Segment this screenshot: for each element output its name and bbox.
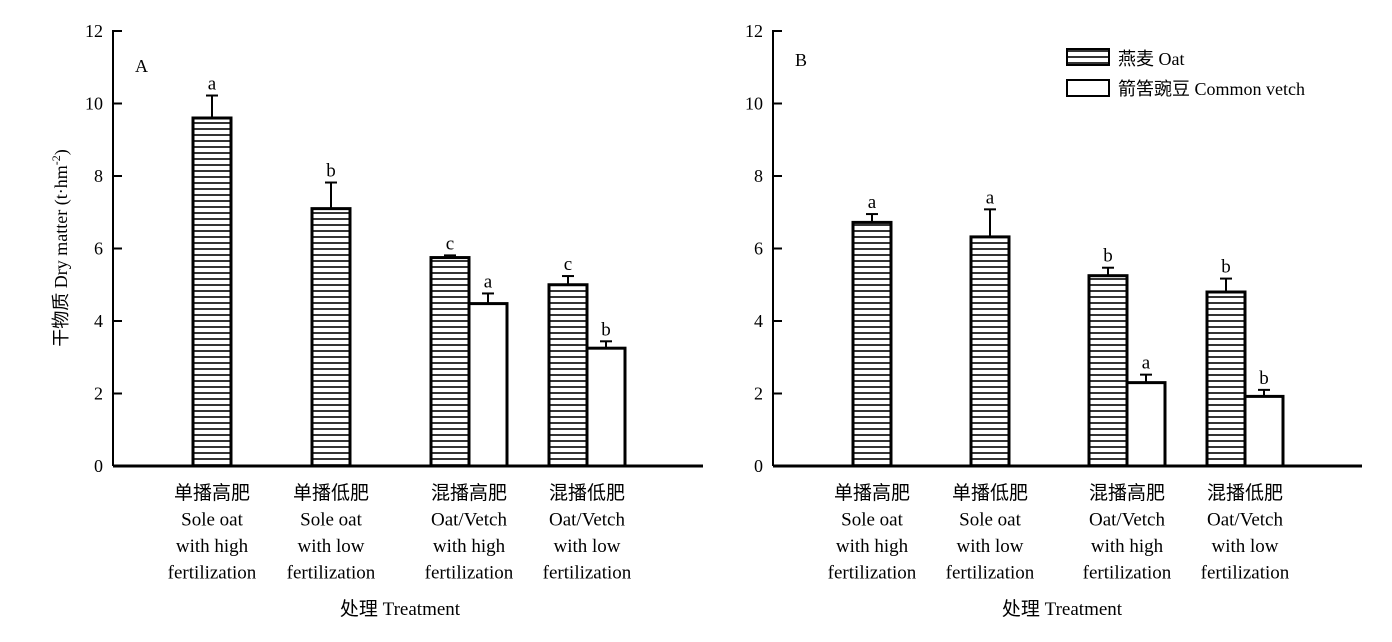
category-label-line: Oat/Vetch	[549, 510, 625, 531]
y-tick-label: 4	[754, 311, 763, 331]
category-label-line: 单播高肥	[834, 482, 910, 504]
y-axis-label-text: 干物质 Dry matter (t·hm	[51, 165, 72, 346]
category-label: 单播低肥 Sole oat with low fertilization	[946, 482, 1035, 584]
category-label-line: fertilization	[543, 563, 632, 584]
y-axis-label: 干物质 Dry matter (t·hm-2)	[49, 149, 72, 346]
legend-label-oat: 燕麦 Oat	[1118, 49, 1185, 69]
significance-letter: b	[1103, 246, 1113, 267]
category-label-line: fertilization	[287, 563, 376, 584]
legend-swatch-vetch	[1066, 79, 1110, 97]
bar-oat	[429, 256, 471, 468]
category-label-line: with low	[553, 536, 620, 557]
y-tick-label: 12	[85, 21, 103, 41]
category-label: 混播低肥 Oat/Vetch with low fertilization	[1201, 482, 1290, 584]
category-label-line: 混播高肥	[431, 482, 507, 504]
category-label-line: with low	[956, 536, 1023, 557]
bar-oat	[1087, 274, 1129, 468]
category-label-line: 混播高肥	[1089, 482, 1165, 504]
category-label-line: with high	[433, 536, 506, 557]
y-tick-label: 2	[754, 384, 763, 404]
y-tick-label: 6	[94, 239, 103, 259]
significance-letter: b	[1221, 257, 1231, 278]
category-label-line: fertilization	[1083, 563, 1172, 584]
significance-letter: a	[986, 187, 995, 208]
significance-letter: b	[1259, 368, 1269, 389]
category-label-line: 单播高肥	[174, 482, 250, 504]
category-label-line: with low	[297, 536, 364, 557]
y-tick-label: 10	[85, 94, 103, 114]
category-label-line: fertilization	[828, 563, 917, 584]
y-tick-label: 10	[745, 94, 763, 114]
significance-letter: a	[208, 74, 217, 95]
category-label-line: 单播低肥	[952, 482, 1028, 504]
significance-letter: a	[1142, 353, 1151, 374]
category-label-line: 单播低肥	[293, 482, 369, 504]
bar-oat	[310, 207, 352, 468]
category-label-line: with low	[1211, 536, 1278, 557]
y-tick-label: 0	[754, 456, 763, 476]
category-label-line: Sole oat	[300, 510, 362, 531]
bar-vetch	[1125, 381, 1167, 468]
y-tick-label: 0	[94, 456, 103, 476]
significance-letter: a	[484, 271, 493, 292]
y-tick-label: 8	[94, 166, 103, 186]
category-label-line: Sole oat	[959, 510, 1021, 531]
y-tick-label: 2	[94, 384, 103, 404]
category-label-line: Oat/Vetch	[431, 510, 507, 531]
category-label-line: 混播低肥	[1207, 482, 1283, 504]
bar-vetch	[467, 302, 509, 468]
category-label-line: Sole oat	[841, 510, 903, 531]
panel-label: A	[135, 56, 148, 76]
bar-oat	[1205, 290, 1247, 468]
category-label-line: fertilization	[946, 563, 1035, 584]
y-axis-label-tail: )	[51, 149, 72, 155]
significance-letter: c	[446, 233, 454, 254]
category-label-line: with high	[836, 536, 909, 557]
y-tick-label: 8	[754, 166, 763, 186]
bar-vetch	[585, 346, 627, 468]
category-label-line: Sole oat	[181, 510, 243, 531]
category-label-line: fertilization	[425, 563, 514, 584]
panel-label: B	[795, 50, 807, 70]
category-label-line: 混播低肥	[549, 482, 625, 504]
y-tick-label: 4	[94, 311, 103, 331]
category-label-line: with high	[1091, 536, 1164, 557]
y-axis-label-sup: -2	[49, 155, 63, 165]
significance-letter: b	[326, 161, 336, 182]
panel-b: B 处理 Treatment 燕麦 Oat 箭筈豌豆 Common vetch …	[745, 21, 1362, 620]
category-label: 混播高肥 Oat/Vetch with high fertilization	[1083, 482, 1172, 584]
legend-swatch-oat	[1066, 48, 1110, 66]
legend-label-vetch: 箭筈豌豆 Common vetch	[1118, 79, 1305, 99]
bar-oat	[547, 283, 589, 468]
significance-letter: a	[868, 192, 877, 213]
category-label-line: Oat/Vetch	[1089, 510, 1165, 531]
category-label: 混播低肥 Oat/Vetch with low fertilization	[543, 482, 632, 584]
significance-letter: c	[564, 254, 572, 275]
legend: 燕麦 Oat 箭筈豌豆 Common vetch	[1066, 48, 1305, 99]
bar-oat	[191, 116, 233, 468]
panel-a: A 干物质 Dry matter (t·hm-2) 处理 Treatment 0…	[49, 21, 703, 620]
bar-oat	[851, 220, 893, 468]
category-label: 混播高肥 Oat/Vetch with high fertilization	[425, 482, 514, 584]
x-axis-label: 处理 Treatment	[1002, 598, 1123, 620]
category-label: 单播高肥 Sole oat with high fertilization	[828, 482, 917, 584]
bar-oat	[969, 235, 1011, 468]
category-label: 单播低肥 Sole oat with low fertilization	[287, 482, 376, 584]
category-label-line: Oat/Vetch	[1207, 510, 1283, 531]
y-tick-label: 6	[754, 239, 763, 259]
significance-letter: b	[601, 319, 611, 340]
bar-vetch	[1243, 394, 1285, 468]
x-axis-label: 处理 Treatment	[340, 598, 461, 620]
y-tick-label: 12	[745, 21, 763, 41]
category-label: 单播高肥 Sole oat with high fertilization	[168, 482, 257, 584]
category-label-line: fertilization	[1201, 563, 1290, 584]
category-label-line: with high	[176, 536, 249, 557]
category-label-line: fertilization	[168, 563, 257, 584]
